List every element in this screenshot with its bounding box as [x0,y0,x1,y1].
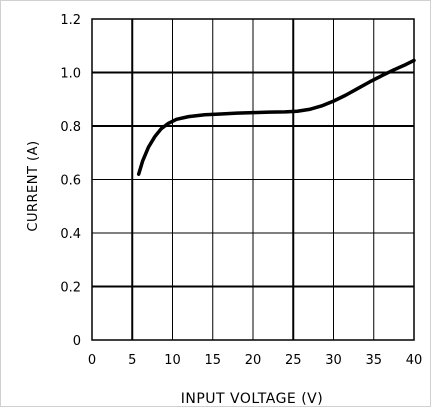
y-tick-label: 0.6 [60,174,81,189]
grid [91,18,415,341]
x-tick-label: 30 [325,353,342,368]
y-tick-label: 1.2 [60,13,81,28]
y-tick-label: 1.0 [60,67,81,82]
x-tick-label: 35 [365,353,382,368]
plot-border [91,18,415,341]
tick-labels: 0 5 10 15 20 25 30 35 40 0 0.2 0.4 0.6 0.8 1.0 1.2 [60,13,422,368]
y-tick-label: 0.8 [60,120,81,135]
y-tick-label: 0 [73,334,81,349]
x-tick-label: 0 [88,353,96,368]
y-tick-label: 0.2 [60,281,81,296]
x-tick-label: 10 [164,353,181,368]
x-axis-label: INPUT VOLTAGE (V) [181,391,323,406]
x-tick-label: 40 [406,353,423,368]
series-layer [136,58,416,176]
series-line [136,58,416,176]
x-tick-label: 15 [204,353,221,368]
x-tick-label: 25 [285,353,302,368]
y-tick-label: 0.4 [60,227,81,242]
x-tick-label: 20 [245,353,262,368]
x-tick-label: 5 [128,353,136,368]
y-axis-label: CURRENT (A) [26,140,41,231]
